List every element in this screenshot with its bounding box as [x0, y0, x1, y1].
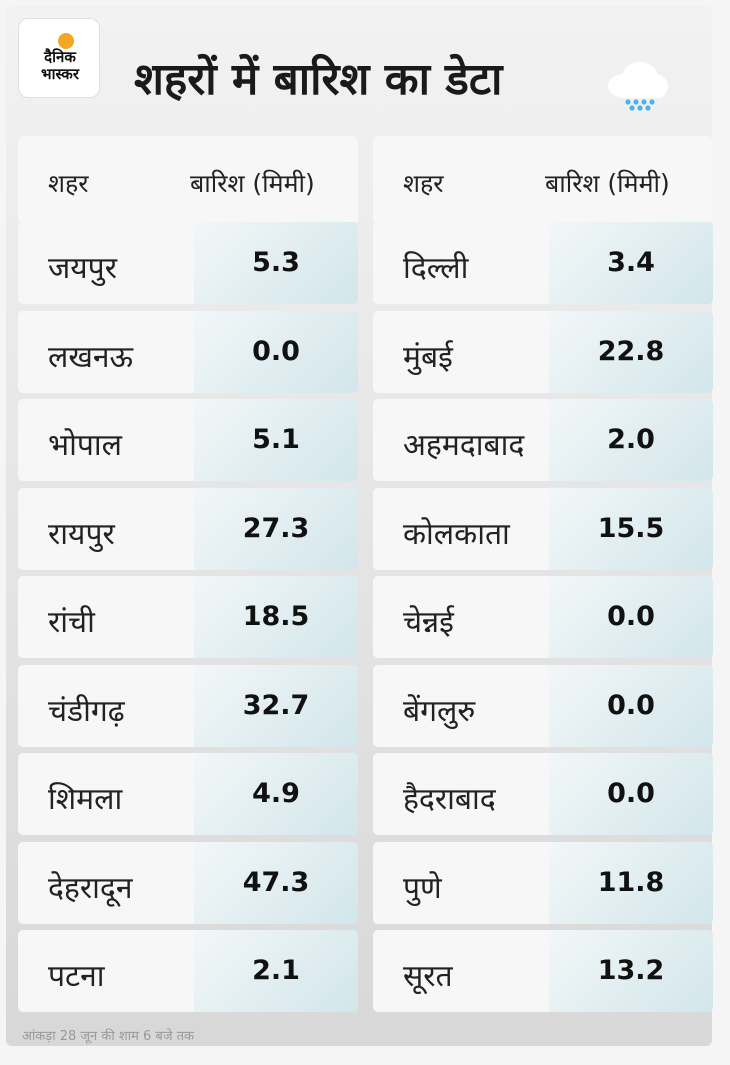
table-row: मुंबई 22.8: [373, 310, 713, 393]
city-name: अहमदाबाद: [403, 428, 525, 463]
city-name: देहरादून: [48, 870, 133, 906]
city-name: रांची: [48, 605, 95, 640]
city-name: कोलकाता: [403, 516, 510, 552]
column-header-rain: बारिश (मिमी): [545, 169, 670, 198]
rain-table-right: शहर बारिश (मिमी) दिल्ली 3.4 मुंबई 22.8 अहम…: [373, 136, 713, 1019]
column-header-city: शहर: [403, 169, 444, 198]
column-header-city: शहर: [48, 169, 89, 198]
city-name: दिल्ली: [403, 251, 469, 286]
logo-line-2: भास्कर: [41, 65, 79, 83]
city-name: लखनऊ: [48, 339, 134, 375]
table-row: बेंगलुरु 0.0: [373, 664, 713, 747]
city-name: हैदराबाद: [403, 782, 496, 817]
city-name: मुंबई: [403, 339, 453, 375]
rain-value: 13.2: [549, 930, 713, 1012]
city-name: रायपुर: [48, 516, 115, 552]
table-row: सूरत 13.2: [373, 930, 713, 1012]
rain-cloud-icon: [608, 62, 668, 111]
city-name: पुणे: [403, 870, 442, 906]
table-row: कोलकाता 15.5: [373, 487, 713, 570]
table-row: शिमला 4.9: [18, 753, 358, 835]
rain-value: 22.8: [549, 310, 713, 393]
page-title: शहरों में बारिश का डेटा: [134, 54, 503, 105]
rain-value: 3.4: [549, 222, 713, 304]
rain-value: 11.8: [549, 841, 713, 924]
city-name: जयपुर: [48, 251, 117, 286]
table-row: पटना 2.1: [18, 930, 358, 1012]
city-name: बेंगलुरु: [403, 693, 476, 729]
data-footnote: आंकड़ा 28 जून की शाम 6 बजे तक: [22, 1029, 194, 1044]
header: दैनिक भास्कर शहरों में बारिश का डेटा: [6, 6, 712, 134]
rain-value: 0.0: [194, 310, 358, 393]
table-header: शहर बारिश (मिमी): [373, 136, 713, 222]
table-row: पुणे 11.8: [373, 841, 713, 924]
city-name: चंडीगढ़: [48, 693, 125, 729]
table-row: चेन्नई 0.0: [373, 576, 713, 658]
rain-value: 2.1: [194, 930, 358, 1012]
dainik-bhaskar-logo: दैनिक भास्कर: [18, 18, 100, 98]
table-row: दिल्ली 3.4: [373, 222, 713, 304]
rain-value: 47.3: [194, 841, 358, 924]
city-name: भोपाल: [48, 428, 123, 463]
rain-value: 2.0: [549, 399, 713, 481]
table-row: रायपुर 27.3: [18, 487, 358, 570]
column-header-rain: बारिश (मिमी): [190, 169, 315, 198]
rain-value: 32.7: [194, 664, 358, 747]
city-name: सूरत: [403, 959, 453, 994]
rain-value: 5.1: [194, 399, 358, 481]
logo-line-1: दैनिक: [44, 48, 76, 66]
city-name: शिमला: [48, 782, 123, 817]
rain-value: 5.3: [194, 222, 358, 304]
table-row: रांची 18.5: [18, 576, 358, 658]
rain-table-left: शहर बारिश (मिमी) जयपुर 5.3 लखनऊ 0.0 भोपाल 5…: [18, 136, 358, 1019]
rain-value: 15.5: [549, 487, 713, 570]
rain-value: 0.0: [549, 664, 713, 747]
city-name: पटना: [48, 959, 105, 994]
rain-value: 0.0: [549, 753, 713, 835]
rain-value: 4.9: [194, 753, 358, 835]
table-row: हैदराबाद 0.0: [373, 753, 713, 835]
rain-value: 27.3: [194, 487, 358, 570]
table-header: शहर बारिश (मिमी): [18, 136, 358, 222]
infographic-card: दैनिक भास्कर शहरों में बारिश का डेटा शहर…: [6, 6, 713, 1046]
table-row: देहरादून 47.3: [18, 841, 358, 924]
table-row: जयपुर 5.3: [18, 222, 358, 304]
table-row: लखनऊ 0.0: [18, 310, 358, 393]
sun-icon: [58, 33, 74, 49]
city-name: चेन्नई: [403, 605, 454, 640]
rain-value: 0.0: [549, 576, 713, 658]
table-row: अहमदाबाद 2.0: [373, 399, 713, 481]
table-row: चंडीगढ़ 32.7: [18, 664, 358, 747]
rain-value: 18.5: [194, 576, 358, 658]
table-row: भोपाल 5.1: [18, 399, 358, 481]
